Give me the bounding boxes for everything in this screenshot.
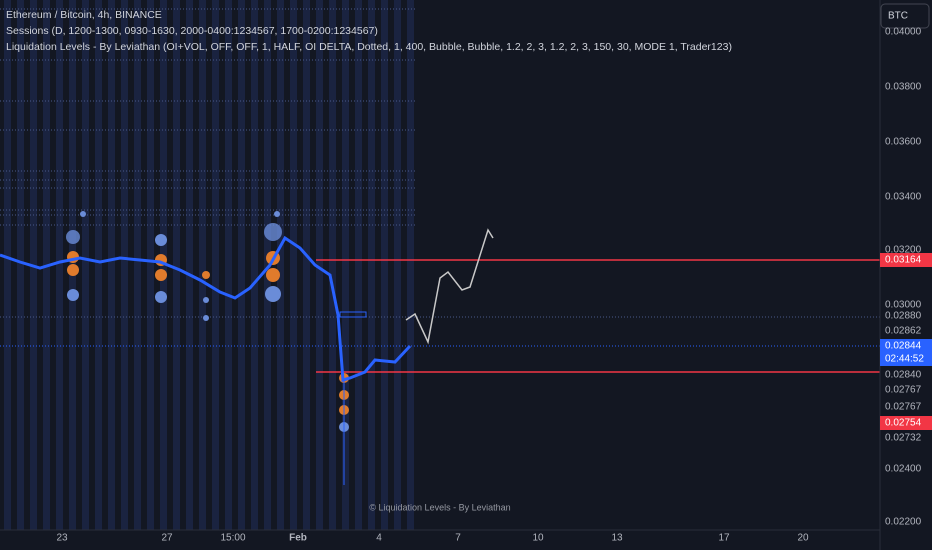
range-box bbox=[339, 311, 367, 318]
badge-label: 0.03164 bbox=[885, 255, 922, 266]
session-stripe bbox=[407, 0, 414, 530]
session-stripe bbox=[290, 0, 297, 530]
price-label: 0.02880 bbox=[885, 311, 922, 322]
badge-label: 0.02754 bbox=[885, 418, 922, 429]
legend-symbol: Ethereum / Bitcoin, 4h, BINANCE bbox=[6, 9, 162, 21]
session-stripe bbox=[251, 0, 258, 530]
price-label: 0.02767 bbox=[885, 385, 922, 396]
session-stripe bbox=[4, 0, 11, 530]
price-label: 0.02200 bbox=[885, 517, 922, 528]
session-stripe bbox=[186, 0, 193, 530]
time-label: 4 bbox=[376, 533, 382, 544]
price-label: 0.02862 bbox=[885, 326, 922, 337]
session-stripe bbox=[199, 0, 206, 530]
price-label: 0.04000 bbox=[885, 27, 922, 38]
badge bbox=[880, 339, 932, 366]
session-stripe bbox=[355, 0, 362, 530]
session-stripe bbox=[95, 0, 102, 530]
session-stripe bbox=[173, 0, 180, 530]
price-label: 0.03800 bbox=[885, 82, 922, 93]
session-stripe bbox=[108, 0, 115, 530]
price-label: 0.02400 bbox=[885, 464, 922, 475]
time-label: 7 bbox=[455, 533, 461, 544]
session-stripe bbox=[134, 0, 141, 530]
session-stripe bbox=[303, 0, 310, 530]
time-label: 27 bbox=[161, 533, 173, 544]
session-stripe bbox=[17, 0, 24, 530]
legend-sessions: Sessions (D, 1200-1300, 0930-1630, 2000-… bbox=[6, 25, 378, 37]
time-label: 20 bbox=[797, 533, 809, 544]
session-stripe bbox=[147, 0, 154, 530]
watermark: © Liquidation Levels - By Leviathan bbox=[369, 502, 510, 512]
price-label: 0.03600 bbox=[885, 137, 922, 148]
countdown: 02:44:52 bbox=[885, 354, 924, 365]
time-label: 15:00 bbox=[220, 533, 245, 544]
badge-label: 0.02844 bbox=[885, 341, 922, 352]
session-stripe bbox=[238, 0, 245, 530]
time-label: 23 bbox=[56, 533, 68, 544]
session-stripe bbox=[277, 0, 284, 530]
liquidation-lines bbox=[0, 8, 880, 347]
session-stripe bbox=[329, 0, 336, 530]
session-stripe bbox=[394, 0, 401, 530]
price-label: 0.03000 bbox=[885, 300, 922, 311]
currency-button[interactable] bbox=[880, 3, 930, 29]
price-label: 0.02767 bbox=[885, 402, 922, 413]
session-stripe bbox=[82, 0, 89, 530]
price-label: 0.02732 bbox=[885, 433, 922, 444]
projection-arrow bbox=[405, 228, 494, 345]
price-path bbox=[0, 235, 412, 382]
session-stripe bbox=[264, 0, 271, 530]
session-stripe bbox=[212, 0, 219, 530]
session-stripe bbox=[342, 0, 349, 530]
session-stripe bbox=[381, 0, 388, 530]
session-stripe bbox=[121, 0, 128, 530]
price-label: 0.02840 bbox=[885, 370, 922, 381]
session-stripes bbox=[4, 0, 414, 530]
price-label: 0.03400 bbox=[885, 192, 922, 203]
time-label: 17 bbox=[718, 533, 730, 544]
session-stripe bbox=[368, 0, 375, 530]
time-label: 10 bbox=[532, 533, 544, 544]
price-label: 0.03200 bbox=[885, 245, 922, 256]
session-stripe bbox=[225, 0, 232, 530]
badge bbox=[880, 253, 932, 267]
session-stripe bbox=[316, 0, 323, 530]
session-stripe bbox=[56, 0, 63, 530]
time-label: 13 bbox=[611, 533, 623, 544]
currency-label: BTC bbox=[888, 11, 908, 22]
time-label: Feb bbox=[289, 533, 307, 544]
legend-indicator: Liquidation Levels - By Leviathan (OI+VO… bbox=[6, 41, 732, 53]
badge bbox=[880, 416, 932, 430]
